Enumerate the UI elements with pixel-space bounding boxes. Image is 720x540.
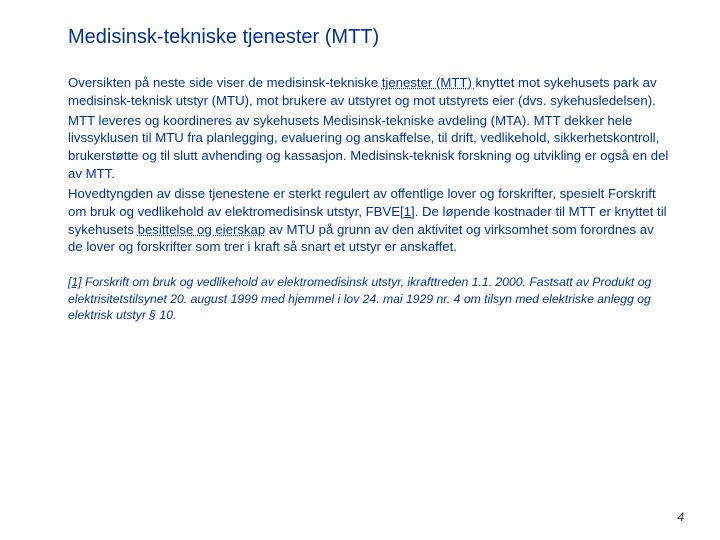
- paragraph-1: Oversikten på neste side viser de medisi…: [68, 74, 670, 110]
- p1-part-a: Oversikten på neste side viser de medisi…: [68, 75, 382, 90]
- footnote-marker[interactable]: [1]: [68, 275, 82, 289]
- footnote-text: Forskrift om bruk og vedlikehold av elek…: [68, 275, 651, 322]
- paragraph-3: Hovedtyngden av disse tjenestene er ster…: [68, 185, 670, 256]
- footnote-ref-link[interactable]: [1]: [400, 204, 415, 219]
- page-number: 4: [677, 510, 684, 524]
- body-text: Oversikten på neste side viser de medisi…: [68, 74, 670, 256]
- slide-container: Medisinsk-tekniske tjenester (MTT) Overs…: [0, 0, 720, 540]
- p1-dotted: tjenester (MTT): [382, 75, 476, 90]
- footnote: [1] Forskrift om bruk og vedlikehold av …: [68, 274, 670, 323]
- p3-underline: besittelse og eierskap: [138, 222, 266, 237]
- paragraph-2: MTT leveres og koordineres av sykehusets…: [68, 112, 670, 183]
- slide-title: Medisinsk-tekniske tjenester (MTT): [68, 24, 670, 50]
